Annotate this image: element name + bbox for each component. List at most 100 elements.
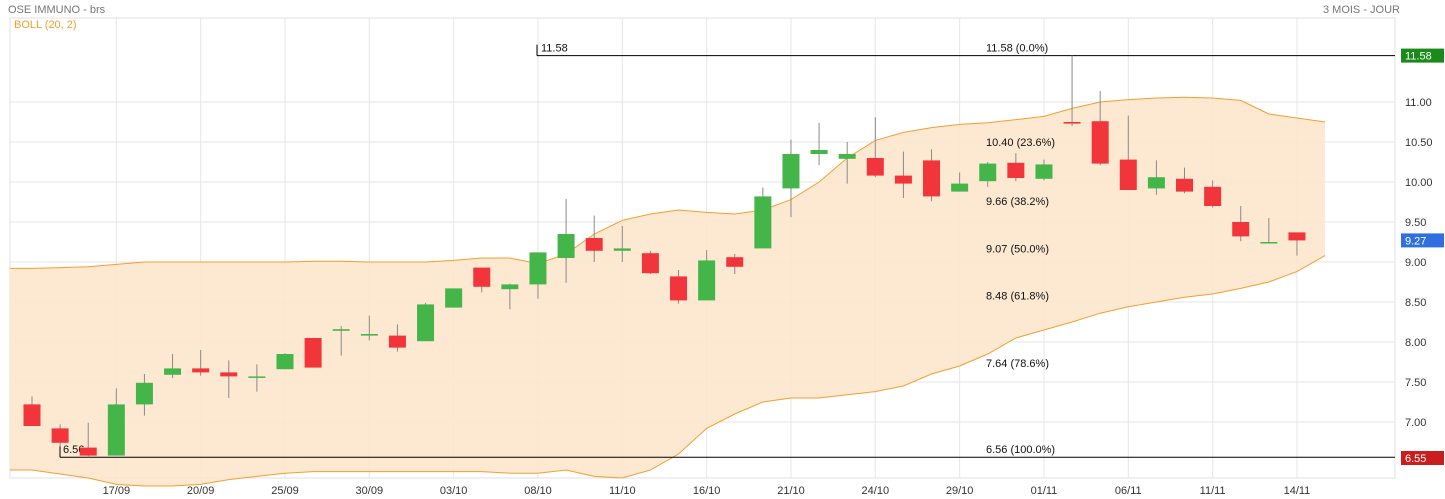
candle-body	[107, 404, 125, 456]
candle	[585, 215, 603, 262]
high-price-badge-bg	[1401, 48, 1444, 63]
candle-body	[1204, 186, 1222, 206]
period-label: 3 MOIS - JOUR	[1323, 4, 1400, 16]
candle-body	[754, 196, 772, 249]
fib-level-label: 8.48 (61.8%)	[986, 291, 1049, 303]
candle	[1260, 218, 1278, 244]
x-tick-label: 30/09	[356, 485, 384, 497]
candle-body	[1091, 121, 1109, 164]
fibonacci-retracement: 11.58 6.56 11.58 (0.0%) 10.40 (23.6%) 9.66 (…	[59, 43, 1395, 458]
y-tick-label: 8.50	[1405, 297, 1426, 309]
candle-body	[1119, 159, 1137, 190]
x-tick-label: 01/11	[1031, 485, 1058, 497]
candle-body	[276, 354, 294, 370]
candle-body	[782, 154, 800, 189]
candle	[698, 250, 716, 301]
fib-level-label: 11.58 (0.0%)	[986, 43, 1048, 55]
candle	[1204, 180, 1222, 208]
x-tick-label: 20/09	[187, 485, 215, 497]
candle	[557, 198, 575, 283]
fib-level-label: 10.40 (23.6%)	[986, 137, 1055, 149]
candle-body	[1147, 177, 1165, 189]
candle	[304, 338, 322, 368]
candle-body	[585, 238, 603, 251]
y-tick-label: 9.50	[1405, 217, 1426, 229]
candle	[23, 396, 41, 426]
candle	[276, 353, 294, 370]
candle	[107, 388, 125, 456]
last-price-badge-bg	[1401, 233, 1444, 248]
candles	[23, 55, 1306, 458]
candle-body	[332, 329, 350, 331]
candle-body	[417, 304, 435, 342]
candle-body	[951, 183, 969, 192]
axes: 7.00 7.50 8.00 8.50 9.00 9.50 10.00 10.50 11.00 1…	[103, 97, 1433, 497]
x-tick-label: 25/09	[271, 485, 299, 497]
candle-body	[388, 335, 406, 348]
candle-body	[445, 288, 463, 308]
fib-level-label: 9.07 (50.0%)	[986, 243, 1049, 255]
candle-body	[164, 368, 182, 375]
candle-body	[1288, 232, 1306, 241]
candle-body	[613, 248, 631, 251]
indicator-label: BOLL (20, 2)	[14, 19, 77, 31]
y-tick-label: 7.00	[1405, 417, 1426, 429]
y-tick-label: 8.00	[1405, 337, 1426, 349]
candle	[135, 374, 153, 416]
candle	[164, 354, 182, 378]
candle-body	[51, 428, 69, 443]
candle	[529, 252, 547, 299]
last-price-badge: 9.27	[1401, 233, 1444, 248]
candle	[1176, 167, 1194, 194]
candle	[51, 424, 69, 446]
candle-body	[838, 154, 856, 159]
fib-level-label: 9.66 (38.2%)	[986, 196, 1049, 208]
candle	[1147, 160, 1165, 195]
candle	[838, 142, 856, 184]
price-badges: 11.58 9.27 6.55	[1401, 48, 1444, 465]
candle	[445, 288, 463, 308]
candle	[1119, 115, 1137, 190]
candle-body	[979, 163, 997, 182]
y-tick-label: 11.00	[1405, 97, 1432, 109]
x-tick-label: 24/10	[862, 485, 890, 497]
low-price-badge-text: 6.55	[1405, 453, 1426, 465]
plot-frame	[9, 17, 1396, 479]
candle	[951, 172, 969, 192]
candle	[726, 254, 744, 274]
band-upper-line	[10, 96, 1326, 269]
candle-body	[79, 447, 97, 456]
x-tick-label: 29/10	[946, 485, 974, 497]
high-price-badge: 11.58	[1401, 48, 1444, 63]
last-price-badge-text: 9.27	[1405, 235, 1426, 247]
candle	[220, 360, 238, 398]
candle-body	[529, 252, 547, 285]
candle-body	[810, 150, 828, 154]
candle-body	[304, 338, 322, 368]
x-tick-label: 21/10	[777, 485, 805, 497]
x-tick-label: 11/10	[609, 485, 636, 497]
y-tick-label: 9.00	[1405, 257, 1426, 269]
y-tick-label: 10.00	[1405, 177, 1433, 189]
low-price-badge-bg	[1401, 451, 1444, 465]
candle	[1288, 232, 1306, 256]
candle	[1232, 206, 1250, 242]
x-tick-label: 06/11	[1115, 485, 1142, 497]
low-price-badge: 6.55	[1401, 451, 1444, 465]
candle	[923, 149, 941, 202]
band-lower-line	[10, 255, 1326, 487]
fib-high-marker: 11.58	[541, 43, 568, 55]
candle-body	[641, 253, 659, 274]
candle-body	[1007, 162, 1025, 178]
candle	[192, 350, 210, 376]
candle	[670, 270, 688, 304]
candle-body	[248, 376, 266, 378]
x-tick-label: 16/10	[693, 485, 721, 497]
candle	[1063, 55, 1081, 126]
candle	[979, 162, 997, 187]
x-tick-label: 14/11	[1284, 485, 1311, 497]
candle	[501, 283, 519, 310]
candle	[79, 422, 97, 458]
fib-low-marker: 6.56	[63, 444, 84, 456]
candle-body	[670, 276, 688, 301]
